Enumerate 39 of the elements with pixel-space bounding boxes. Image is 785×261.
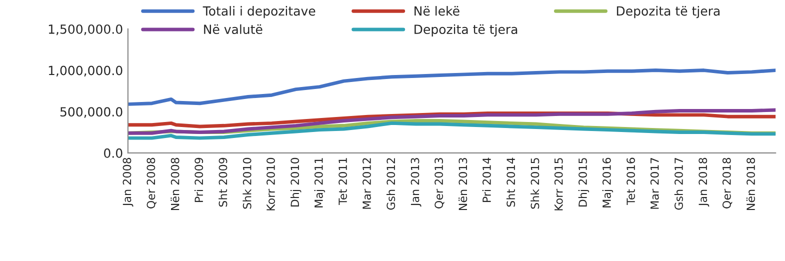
x-tick-label: Shk 2015: [530, 158, 540, 209]
line-series: [128, 121, 776, 140]
x-tick-label: Maj 2016: [602, 158, 614, 208]
x-tick-label: Dhj 2010: [290, 158, 302, 207]
legend-label: Në lekë: [414, 6, 460, 16]
y-tick-label: 1,000,000.0: [48, 66, 122, 76]
legend-label: Në valutë: [204, 24, 262, 34]
x-tick-label: Gsh 2017: [674, 158, 683, 210]
legend-label: Depozita të tjera: [414, 24, 518, 36]
x-tick-label: Dhj 2015: [578, 158, 590, 207]
x-tick-label: Gsh 2012: [386, 158, 396, 210]
x-tick-label: Korr 2010: [266, 158, 275, 210]
x-tick-label: Nën 2013: [458, 158, 468, 210]
line-series: [128, 68, 776, 106]
x-tick-label: Nën 2018: [746, 158, 755, 210]
x-tick-label: Sht 2009: [218, 158, 228, 207]
x-tick-label: Shk 2010: [242, 158, 252, 209]
x-tick-label: Mar 2012: [362, 158, 371, 209]
x-tick-label: Jan 2018: [698, 158, 710, 207]
x-tick-label: Jan 2013: [410, 158, 422, 207]
x-tick-label: Qer 2013: [434, 158, 444, 208]
x-tick-label: Tet 2016: [626, 158, 636, 206]
legend-label: Depozita të tjera: [616, 6, 720, 18]
y-tick-label: 0.0: [104, 148, 122, 158]
line-series: [128, 108, 776, 135]
x-tick-label: Korr 2015: [554, 158, 563, 210]
legend-label: Totali i depozitave: [202, 6, 316, 18]
x-tick-label: Nën 2008: [170, 158, 180, 210]
x-tick-label: Sht 2014: [506, 158, 516, 207]
x-tick-label: Jan 2008: [122, 158, 134, 207]
x-tick-label: Mar 2017: [650, 158, 659, 209]
x-tick-label: Pri 2014: [482, 158, 491, 202]
y-tick-label: 500,000.0: [60, 107, 122, 118]
x-tick-label: Qer 2008: [146, 158, 156, 208]
x-tick-label: Pri 2009: [194, 158, 204, 202]
x-tick-label: Tet 2011: [338, 158, 347, 206]
x-tick-label: Maj 2011: [314, 158, 326, 208]
y-tick-label: 1,500,000.0: [48, 24, 122, 36]
x-tick-label: Qer 2018: [722, 158, 732, 208]
